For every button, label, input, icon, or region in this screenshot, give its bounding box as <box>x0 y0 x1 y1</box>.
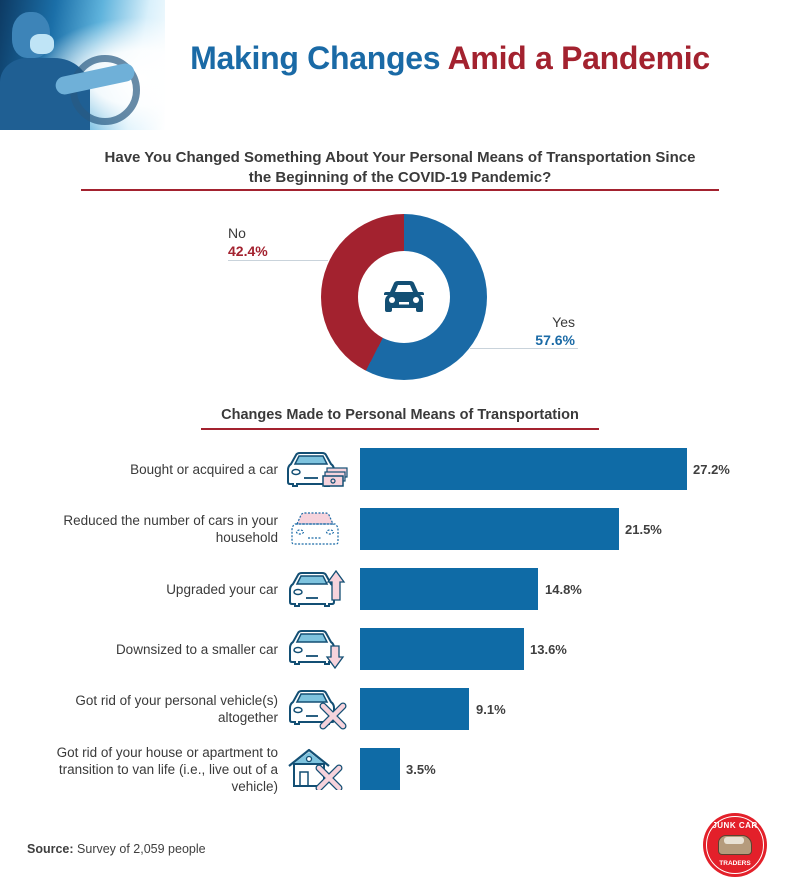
pie-chart-question: Have You Changed Something About Your Pe… <box>80 148 720 188</box>
bar-label: Downsized to a smaller car <box>115 641 278 657</box>
car-arrow-up-icon <box>289 569 346 607</box>
source-text: Survey of 2,059 people <box>77 842 206 856</box>
logo-bottom-text: TRADERS <box>719 860 751 867</box>
question-line-2: the Beginning of the COVID-19 Pandemic? <box>248 169 552 186</box>
no-leader-line <box>228 260 328 261</box>
bar-value: 21.5% <box>625 521 662 537</box>
bar-row-bought-car: Bought or acquired a car 27.2% <box>0 448 800 508</box>
car-x-icon <box>289 690 347 730</box>
bar-value: 14.8% <box>545 581 582 597</box>
bar <box>360 508 619 550</box>
bar-row-got-rid-vehicle: Got rid of your personal vehicle(s) alto… <box>0 688 800 748</box>
bar-title-divider <box>201 428 599 430</box>
photo-face-mask <box>30 34 54 54</box>
question-divider <box>81 189 719 191</box>
pie-label-no-text: No <box>228 225 246 241</box>
car-icon <box>384 281 424 312</box>
bar <box>360 568 538 610</box>
source-label: Source: <box>27 842 74 856</box>
pie-label-no-value: 42.4% <box>228 243 268 259</box>
bar <box>360 688 469 730</box>
bar-row-van-life: Got rid of your house or apartment to tr… <box>0 745 800 808</box>
bar-label: Got rid of your house or apartment to tr… <box>56 744 278 794</box>
bar-row-downsized-car: Downsized to a smaller car 13.6% <box>0 628 800 688</box>
question-line-1: Have You Changed Something About Your Pe… <box>104 149 696 166</box>
car-dashed-icon <box>291 512 339 545</box>
donut-center <box>358 251 450 343</box>
logo-car-window <box>724 837 744 844</box>
bar-label: Reduced the number of cars in your house… <box>63 513 278 545</box>
house-x-icon <box>288 748 343 790</box>
pie-label-no: No 42.4% <box>228 224 268 260</box>
car-money-icon <box>287 452 348 487</box>
title-part-red: Amid a Pandemic <box>447 40 711 76</box>
bar-value: 9.1% <box>476 701 506 717</box>
hero-photo-masked-driver <box>0 0 165 130</box>
logo-top-text: JUNK CAR <box>712 821 758 830</box>
page-title: Making Changes Amid a Pandemic <box>0 40 800 77</box>
source-note: Source: Survey of 2,059 people <box>27 842 206 856</box>
bar-chart-title: Changes Made to Personal Means of Transp… <box>221 407 579 423</box>
car-arrow-down-icon <box>289 630 345 670</box>
bar-row-upgraded-car: Upgraded your car 14.8% <box>0 568 800 628</box>
bar-label: Upgraded your car <box>166 581 278 597</box>
bar <box>360 748 400 790</box>
donut-chart <box>321 214 487 380</box>
bar-label: Got rid of your personal vehicle(s) alto… <box>75 693 278 725</box>
pie-label-yes-text: Yes <box>552 314 575 330</box>
bar <box>360 448 687 490</box>
logo-ring <box>706 816 764 874</box>
pie-label-yes-value: 57.6% <box>535 332 575 348</box>
bar-value: 13.6% <box>530 641 567 657</box>
bar-value: 3.5% <box>406 761 436 777</box>
bar-value: 27.2% <box>693 461 730 477</box>
junk-car-traders-logo: JUNK CAR TRADERS <box>703 813 767 877</box>
title-part-blue: Making Changes <box>190 40 441 76</box>
pie-label-yes: Yes 57.6% <box>530 313 575 349</box>
bar-row-reduced-cars: Reduced the number of cars in your house… <box>0 508 800 568</box>
bar-label: Bought or acquired a car <box>130 461 278 477</box>
yes-leader-line <box>470 348 578 349</box>
bar <box>360 628 524 670</box>
